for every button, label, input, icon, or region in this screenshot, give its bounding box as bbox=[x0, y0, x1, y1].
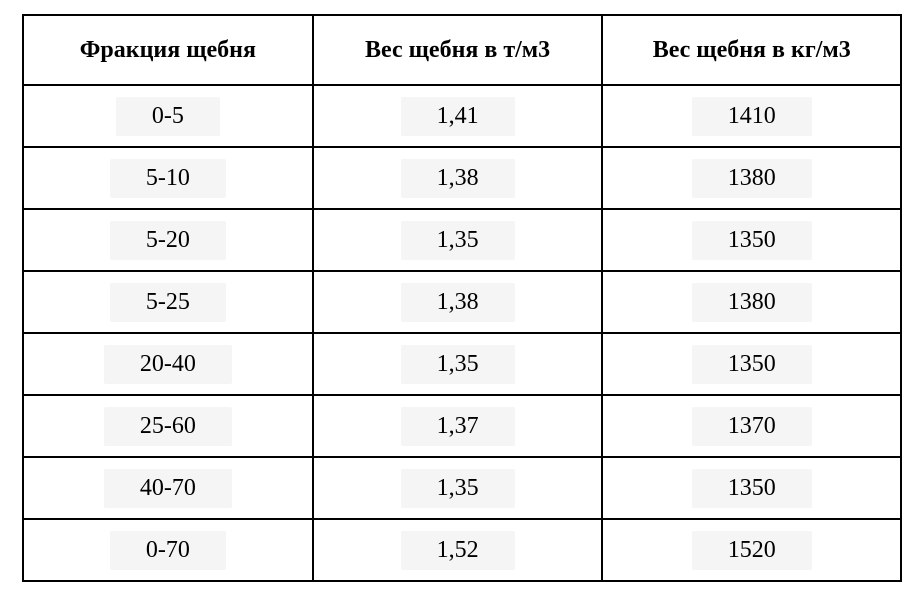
column-header-fraction: Фракция щебня bbox=[23, 15, 313, 85]
cell-weight-t: 1,38 bbox=[313, 271, 603, 333]
table-row: 25-60 1,37 1370 bbox=[23, 395, 901, 457]
cell-fraction: 40-70 bbox=[23, 457, 313, 519]
cell-weight-kg: 1520 bbox=[602, 519, 901, 581]
cell-fraction: 25-60 bbox=[23, 395, 313, 457]
cell-weight-t: 1,52 bbox=[313, 519, 603, 581]
table-body: 0-5 1,41 1410 5-10 1,38 1380 5-20 1,35 1… bbox=[23, 85, 901, 581]
cell-weight-t: 1,35 bbox=[313, 209, 603, 271]
table-row: 20-40 1,35 1350 bbox=[23, 333, 901, 395]
column-header-weight-kg: Вес щебня в кг/м3 bbox=[602, 15, 901, 85]
cell-weight-kg: 1350 bbox=[602, 209, 901, 271]
table-header-row: Фракция щебня Вес щебня в т/м3 Вес щебня… bbox=[23, 15, 901, 85]
table-row: 5-20 1,35 1350 bbox=[23, 209, 901, 271]
table-row: 0-5 1,41 1410 bbox=[23, 85, 901, 147]
cell-weight-t: 1,35 bbox=[313, 457, 603, 519]
table-row: 0-70 1,52 1520 bbox=[23, 519, 901, 581]
cell-weight-t: 1,41 bbox=[313, 85, 603, 147]
cell-fraction: 0-70 bbox=[23, 519, 313, 581]
cell-weight-kg: 1380 bbox=[602, 147, 901, 209]
cell-weight-kg: 1370 bbox=[602, 395, 901, 457]
cell-weight-kg: 1380 bbox=[602, 271, 901, 333]
column-header-weight-t: Вес щебня в т/м3 bbox=[313, 15, 603, 85]
cell-fraction: 5-10 bbox=[23, 147, 313, 209]
table-row: 5-10 1,38 1380 bbox=[23, 147, 901, 209]
cell-fraction: 0-5 bbox=[23, 85, 313, 147]
gravel-weight-table: Фракция щебня Вес щебня в т/м3 Вес щебня… bbox=[22, 14, 902, 582]
cell-weight-t: 1,38 bbox=[313, 147, 603, 209]
cell-weight-kg: 1350 bbox=[602, 457, 901, 519]
cell-weight-kg: 1350 bbox=[602, 333, 901, 395]
table-row: 5-25 1,38 1380 bbox=[23, 271, 901, 333]
cell-weight-t: 1,35 bbox=[313, 333, 603, 395]
table-row: 40-70 1,35 1350 bbox=[23, 457, 901, 519]
cell-weight-t: 1,37 bbox=[313, 395, 603, 457]
cell-weight-kg: 1410 bbox=[602, 85, 901, 147]
cell-fraction: 5-25 bbox=[23, 271, 313, 333]
cell-fraction: 5-20 bbox=[23, 209, 313, 271]
cell-fraction: 20-40 bbox=[23, 333, 313, 395]
